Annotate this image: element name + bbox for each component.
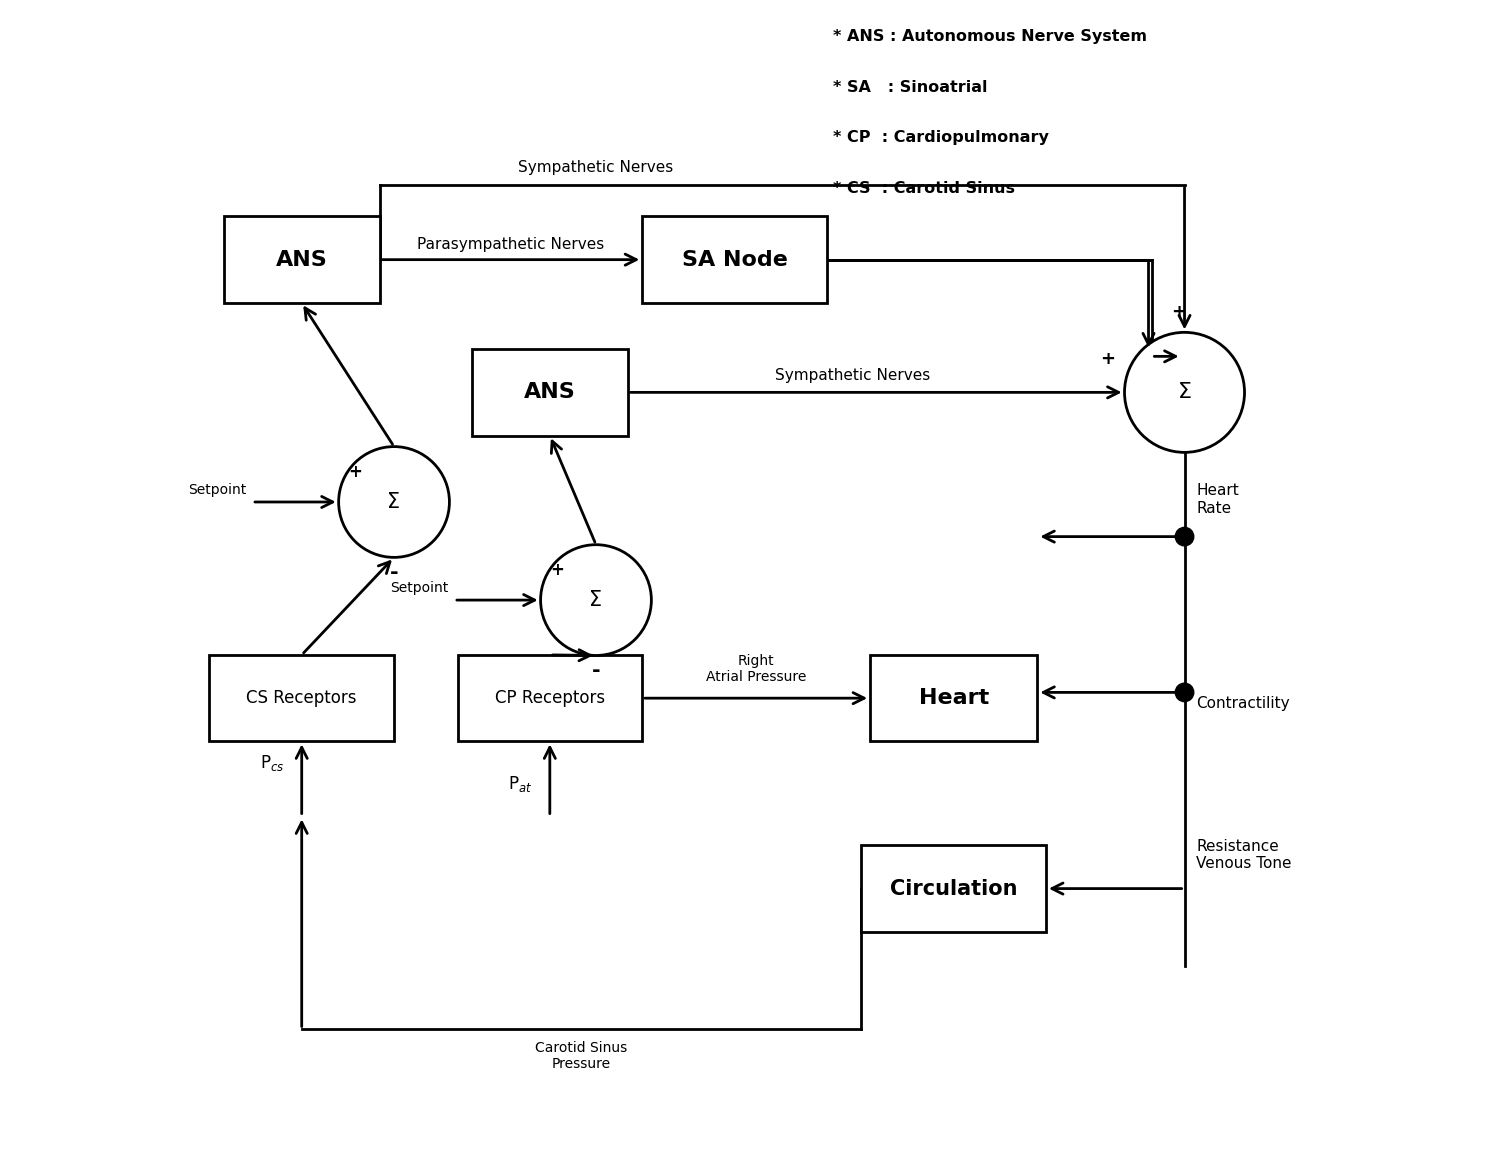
Text: Heart: Heart: [919, 688, 989, 709]
Text: Carotid Sinus
Pressure: Carotid Sinus Pressure: [536, 1041, 628, 1071]
Text: Σ: Σ: [589, 590, 603, 610]
Text: Setpoint: Setpoint: [389, 582, 448, 595]
Text: Parasympathetic Nerves: Parasympathetic Nerves: [418, 237, 604, 252]
Text: Right
Atrial Pressure: Right Atrial Pressure: [706, 654, 806, 684]
Circle shape: [540, 545, 652, 655]
Text: Σ: Σ: [388, 492, 400, 512]
Circle shape: [1176, 683, 1194, 702]
Text: Resistance
Venous Tone: Resistance Venous Tone: [1197, 839, 1292, 871]
Text: Sympathetic Nerves: Sympathetic Nerves: [518, 160, 673, 175]
Text: ANS: ANS: [524, 382, 576, 403]
Text: P$_{cs}$: P$_{cs}$: [260, 752, 285, 773]
Text: +: +: [551, 561, 564, 578]
FancyBboxPatch shape: [471, 350, 628, 436]
Text: Setpoint: Setpoint: [188, 484, 246, 497]
Text: * CS  : Carotid Sinus: * CS : Carotid Sinus: [833, 181, 1015, 196]
Text: CP Receptors: CP Receptors: [495, 689, 604, 707]
Text: ANS: ANS: [276, 249, 328, 270]
FancyBboxPatch shape: [642, 217, 827, 302]
Text: P$_{at}$: P$_{at}$: [509, 774, 533, 794]
Text: * SA   : Sinoatrial: * SA : Sinoatrial: [833, 80, 988, 95]
Circle shape: [1125, 332, 1244, 452]
Text: Σ: Σ: [1177, 382, 1192, 403]
FancyBboxPatch shape: [870, 654, 1037, 741]
Text: * CP  : Cardiopulmonary: * CP : Cardiopulmonary: [833, 130, 1049, 145]
Text: +: +: [1100, 351, 1116, 368]
FancyBboxPatch shape: [209, 654, 394, 741]
Text: CS Receptors: CS Receptors: [246, 689, 357, 707]
Text: Sympathetic Nerves: Sympathetic Nerves: [776, 368, 931, 383]
FancyBboxPatch shape: [458, 654, 642, 741]
FancyBboxPatch shape: [224, 217, 379, 302]
Text: +: +: [348, 463, 361, 480]
Text: Contractility: Contractility: [1197, 696, 1289, 711]
Text: -: -: [389, 563, 398, 583]
Text: Circulation: Circulation: [889, 878, 1018, 899]
FancyBboxPatch shape: [861, 845, 1046, 932]
Text: -: -: [592, 661, 600, 681]
Circle shape: [339, 447, 449, 557]
Circle shape: [1176, 527, 1194, 546]
Text: Heart
Rate: Heart Rate: [1197, 484, 1238, 516]
Text: * ANS : Autonomous Nerve System: * ANS : Autonomous Nerve System: [833, 29, 1146, 44]
Text: +: +: [1171, 302, 1186, 321]
Text: SA Node: SA Node: [682, 249, 788, 270]
